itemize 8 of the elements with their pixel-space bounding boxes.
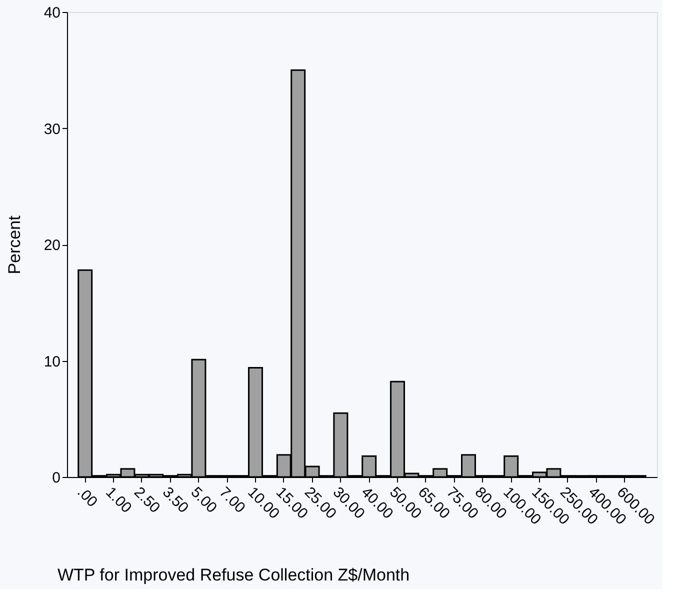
y-tick-label: 40: [44, 4, 60, 22]
y-tick-label: 20: [44, 237, 60, 254]
y-tick-label: 0: [52, 470, 60, 486]
y-tick-label: 10: [44, 353, 60, 370]
x-axis-title: WTP for Improved Refuse Collection Z$/Month: [58, 566, 410, 585]
y-tick-label: 30: [44, 120, 60, 138]
y-axis-title: Percent: [4, 215, 24, 274]
x-tick-label: .00: [74, 484, 101, 511]
